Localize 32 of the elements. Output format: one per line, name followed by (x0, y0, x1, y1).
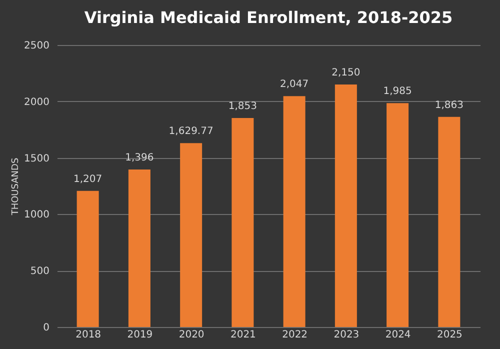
y-tick-label: 500 (30, 266, 50, 278)
x-tick-label: 2019 (127, 330, 153, 340)
chart-title: Virginia Medicaid Enrollment, 2018-2025 (84, 8, 453, 27)
bar (180, 143, 202, 327)
data-label: 2,047 (280, 79, 309, 90)
data-label: 1,853 (228, 100, 258, 112)
x-tick-label: 2020 (178, 330, 204, 340)
y-tick-label: 1500 (24, 153, 50, 164)
y-axis-title: THOUSANDS (11, 158, 22, 216)
data-label: 1,629.77 (168, 126, 214, 138)
x-tick-label: 2024 (385, 330, 411, 340)
bar (76, 190, 99, 327)
x-tick-label: 2022 (282, 330, 308, 340)
x-tick-label: 2021 (230, 330, 256, 340)
data-label: 1,396 (125, 152, 154, 164)
data-label: 1,207 (73, 174, 102, 185)
data-label: 1,863 (434, 100, 464, 111)
y-tick-label: 1000 (24, 210, 50, 221)
bar (128, 170, 150, 327)
bar (334, 84, 357, 327)
bar (232, 118, 254, 327)
x-tick-label: 2025 (436, 330, 462, 340)
y-tick-label: 2500 (24, 40, 50, 52)
x-tick-label: 2023 (334, 330, 360, 340)
bar (283, 96, 306, 327)
y-tick-label: 2000 (24, 96, 50, 108)
x-tick-label: 2018 (76, 330, 102, 340)
bar (386, 103, 409, 327)
data-label: 1,985 (383, 86, 412, 98)
bar (438, 116, 460, 327)
y-tick-label: 0 (43, 322, 50, 334)
data-label: 2,150 (332, 67, 360, 78)
